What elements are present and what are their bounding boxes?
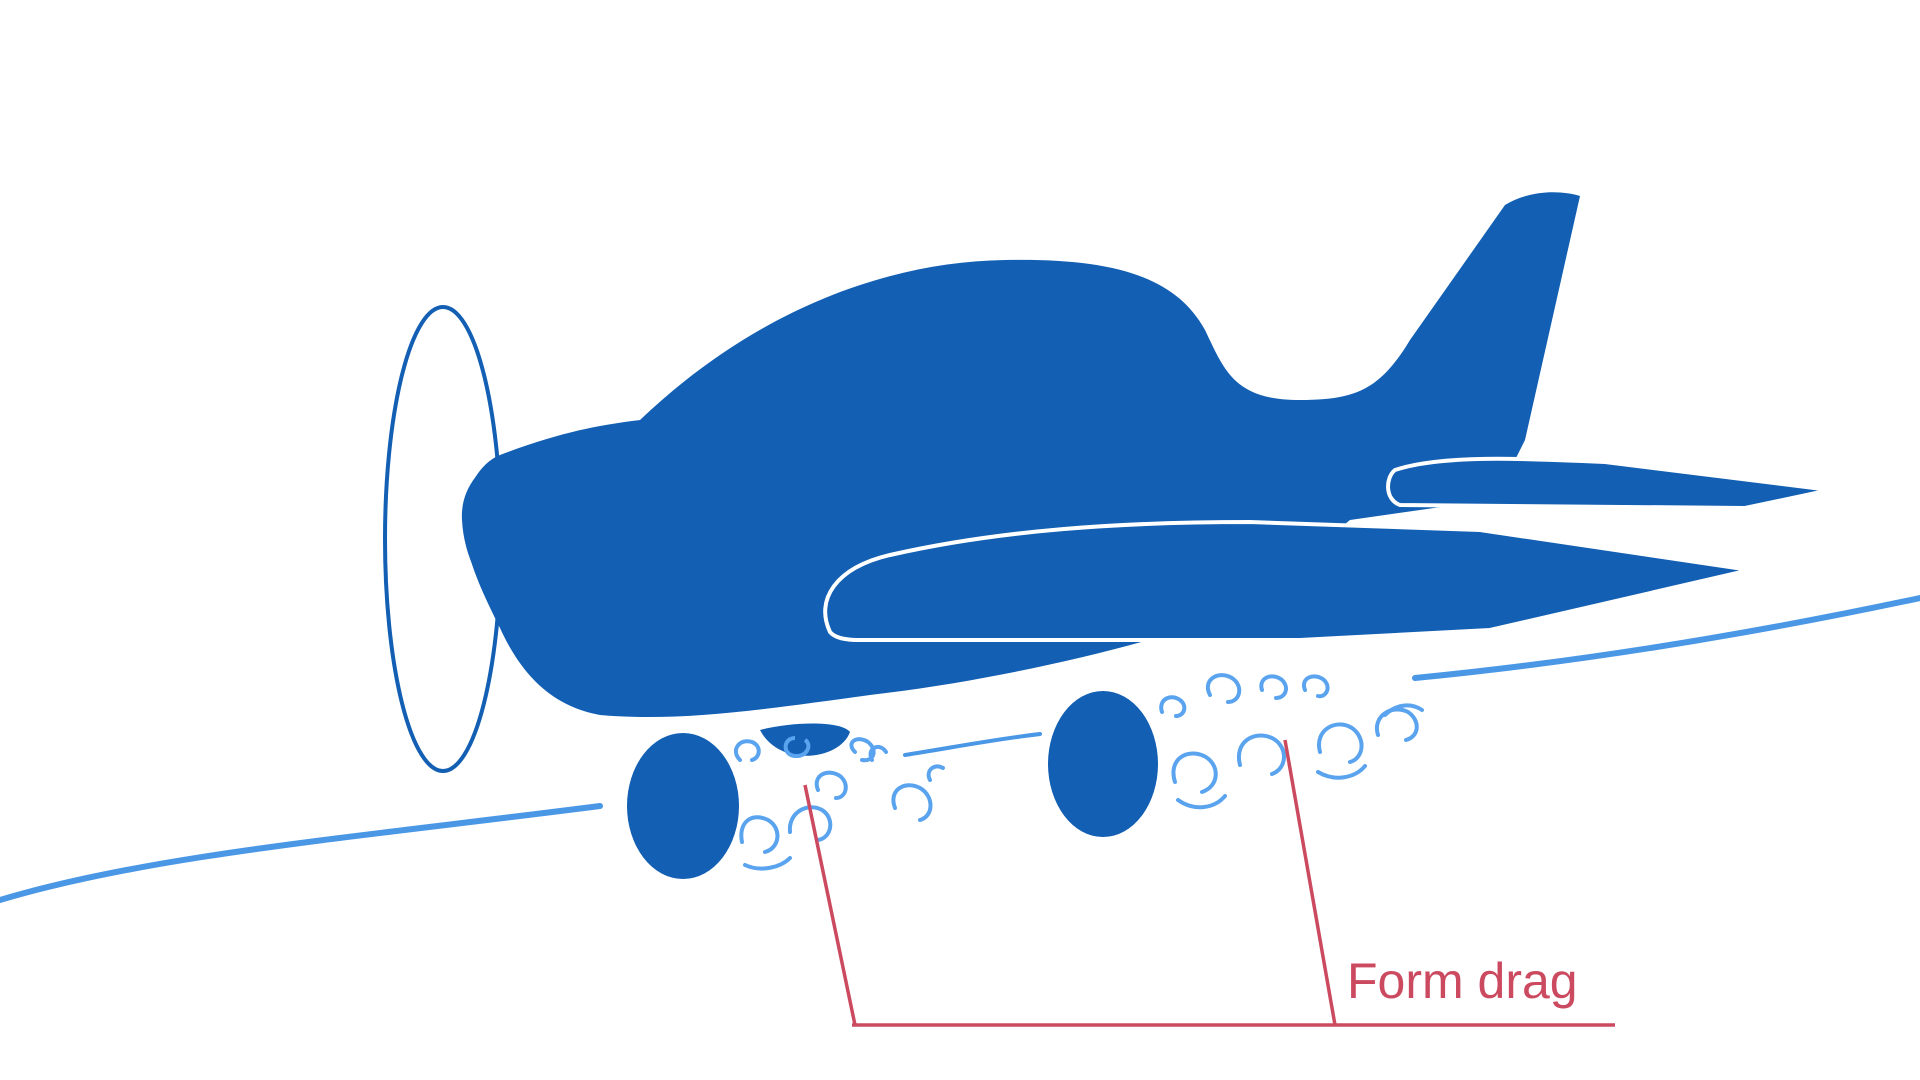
vortex (743, 856, 792, 871)
vortex (1236, 733, 1286, 776)
vortex (1301, 674, 1330, 699)
vortex (733, 739, 761, 762)
main-wing (823, 519, 1751, 642)
vortex (926, 764, 945, 782)
vortex (1176, 794, 1227, 810)
vortex (1259, 674, 1288, 700)
belly-fairing (760, 723, 850, 756)
belly-vortex (783, 736, 811, 759)
vortex (1159, 695, 1187, 718)
vortex (739, 815, 780, 854)
vortex (814, 770, 848, 800)
vortex (1171, 751, 1218, 794)
vortex (891, 783, 933, 822)
front-wheel (627, 733, 739, 879)
vortex (787, 805, 833, 842)
propeller-airplane-icon (461, 192, 1831, 759)
airflow-line-right (1412, 595, 1920, 681)
nose-shape (461, 450, 520, 615)
horizontal-stabilizer (1386, 456, 1831, 511)
airflow-lines (0, 595, 1920, 903)
form-drag-label: Form drag (1347, 953, 1578, 1009)
rear-wheel (1048, 691, 1158, 837)
vortex (1206, 673, 1242, 704)
annotation-leader-right (1283, 739, 1337, 1026)
vortex (868, 744, 888, 762)
airflow-line-middle (903, 732, 1042, 757)
airflow-line-left (0, 803, 603, 903)
annotation-leader-left (803, 784, 857, 1026)
vortex (1383, 703, 1424, 717)
vortex (1374, 707, 1419, 742)
wake-vortices (733, 673, 1424, 871)
fuselage-shape (462, 192, 1581, 718)
vortex (1317, 722, 1364, 764)
form-drag-annotation (803, 739, 1615, 1027)
vortex (1316, 764, 1367, 780)
landing-gear (627, 691, 1158, 879)
